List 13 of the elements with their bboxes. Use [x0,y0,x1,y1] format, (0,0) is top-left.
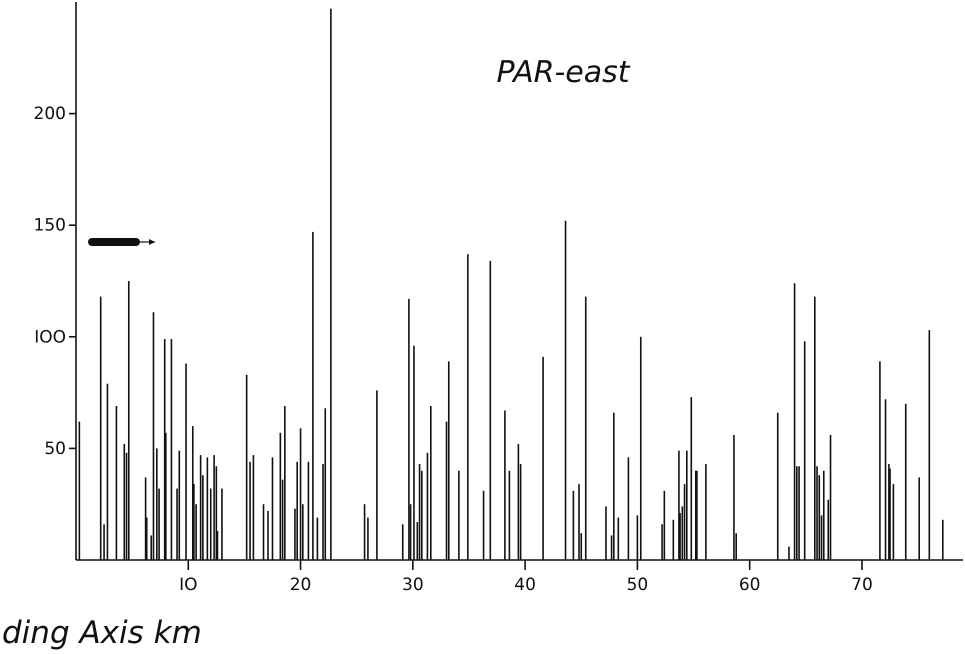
x-tick-label: 40 [514,575,536,596]
y-tick-label: 150 [34,216,66,236]
y-tick-label: IOO [34,327,66,348]
x-tick-label: 20 [290,575,312,596]
x-tick-label: 60 [738,575,760,596]
x-tick-label: IO [179,575,198,596]
x-tick-label: 70 [851,575,873,596]
x-axis-title: ding Axis km [2,615,202,651]
x-tick-label: 50 [626,575,648,596]
text: PAR-east [496,55,631,90]
y-tick-label: 50 [44,438,66,459]
y-tick-label: 200 [34,104,66,124]
x-tick-label: 30 [402,575,424,596]
